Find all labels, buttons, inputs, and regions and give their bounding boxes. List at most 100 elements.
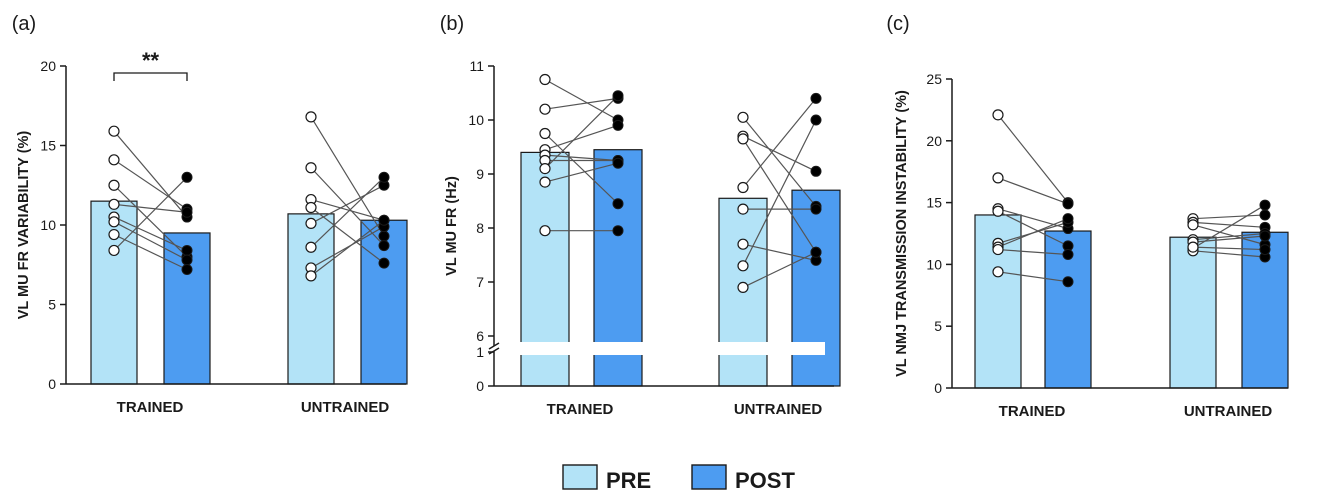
paired-line xyxy=(310,226,385,269)
paired-line xyxy=(113,216,188,251)
paired-line xyxy=(1192,214,1266,220)
paired-line xyxy=(113,233,188,271)
post-point xyxy=(1259,230,1271,242)
paired-line xyxy=(310,184,385,224)
paired-line xyxy=(742,138,817,253)
pre-point xyxy=(737,181,749,194)
paired-line xyxy=(310,219,385,277)
pre-point xyxy=(305,241,317,253)
pre-point xyxy=(992,243,1004,256)
post-point xyxy=(612,157,624,169)
y-axis-title: VL MU FR VARIABILITY (%) xyxy=(16,131,32,320)
pre-point xyxy=(992,172,1004,184)
post-point xyxy=(612,225,624,237)
pre-point xyxy=(539,103,551,115)
paired-line xyxy=(742,98,817,188)
paired-line xyxy=(742,116,817,207)
panel-label: (a) xyxy=(12,13,36,35)
post-point xyxy=(1062,213,1074,225)
post-point xyxy=(1062,276,1074,288)
x-category-label: TRAINED xyxy=(547,401,614,418)
post-point xyxy=(181,254,193,266)
axis-break-mark xyxy=(488,342,500,350)
paired-line xyxy=(997,210,1069,247)
post-point xyxy=(810,203,822,215)
post-point xyxy=(378,171,390,183)
pre-point xyxy=(1187,219,1199,231)
x-category-label: TRAINED xyxy=(999,403,1066,420)
paired-line xyxy=(310,167,385,247)
pre-point xyxy=(108,244,120,257)
paired-line xyxy=(113,130,188,218)
significance-label: ** xyxy=(142,48,160,73)
legend-swatch-pre xyxy=(562,464,598,490)
pre-point xyxy=(737,260,749,272)
post-point xyxy=(181,171,193,183)
paired-line xyxy=(997,271,1069,283)
pre-point xyxy=(305,162,317,174)
paired-line xyxy=(113,176,188,251)
pre-point xyxy=(737,203,749,215)
paired-line xyxy=(544,162,619,183)
y-tick-label: 15 xyxy=(40,138,56,154)
bar-post-untrained xyxy=(791,189,841,387)
pre-point xyxy=(539,176,551,188)
legend-label-pre: PRE xyxy=(606,468,651,492)
panel-label: (b) xyxy=(440,13,464,35)
paired-line xyxy=(310,198,385,221)
x-category-label: UNTRAINED xyxy=(734,401,822,418)
post-point xyxy=(378,214,390,226)
pre-point xyxy=(737,133,749,145)
pre-point xyxy=(108,216,120,228)
post-point xyxy=(378,240,390,252)
x-category-label: TRAINED xyxy=(117,399,184,416)
pre-point xyxy=(108,179,120,191)
pre-point xyxy=(539,225,551,237)
y-tick-label: 7 xyxy=(476,274,484,290)
y-tick-label: 10 xyxy=(40,217,56,233)
y-tick-label: 10 xyxy=(468,112,484,128)
y-tick-label: 20 xyxy=(926,133,942,149)
paired-line xyxy=(113,203,188,213)
post-point xyxy=(181,244,193,256)
paired-line xyxy=(544,95,619,170)
paired-line xyxy=(997,218,1069,248)
pre-point xyxy=(1187,241,1199,253)
y-tick-label: 5 xyxy=(48,297,56,313)
post-point xyxy=(810,246,822,258)
bar-pre-trained xyxy=(90,200,138,385)
pre-point xyxy=(539,127,551,140)
post-point xyxy=(1259,209,1271,221)
y-tick-label: 11 xyxy=(469,58,484,74)
axis-break-gap xyxy=(495,342,825,355)
paired-line xyxy=(1192,204,1266,249)
paired-line xyxy=(544,78,619,121)
paired-line xyxy=(1192,250,1266,258)
pre-point xyxy=(992,109,1004,121)
pre-point xyxy=(737,238,749,250)
panel-label: (c) xyxy=(886,13,909,35)
pre-point xyxy=(305,111,317,123)
pre-point xyxy=(737,281,749,293)
paired-line xyxy=(310,176,385,248)
pre-point xyxy=(737,111,749,123)
y-tick-label: 8 xyxy=(476,220,484,236)
post-point xyxy=(181,264,193,276)
post-point xyxy=(1062,249,1074,261)
post-point xyxy=(810,92,822,104)
post-point xyxy=(810,165,822,177)
y-tick-label: 9 xyxy=(476,166,484,182)
y-tick-label: 10 xyxy=(926,256,942,272)
pre-point xyxy=(992,205,1004,217)
paired-line xyxy=(544,124,619,151)
pre-point xyxy=(305,217,317,230)
post-point xyxy=(612,198,624,210)
paired-line xyxy=(997,114,1069,203)
bar-pre-untrained xyxy=(287,213,335,385)
pre-point xyxy=(992,266,1004,278)
pre-point xyxy=(108,154,120,166)
paired-line xyxy=(113,221,188,261)
pre-point xyxy=(539,73,551,86)
paired-line xyxy=(997,248,1069,256)
